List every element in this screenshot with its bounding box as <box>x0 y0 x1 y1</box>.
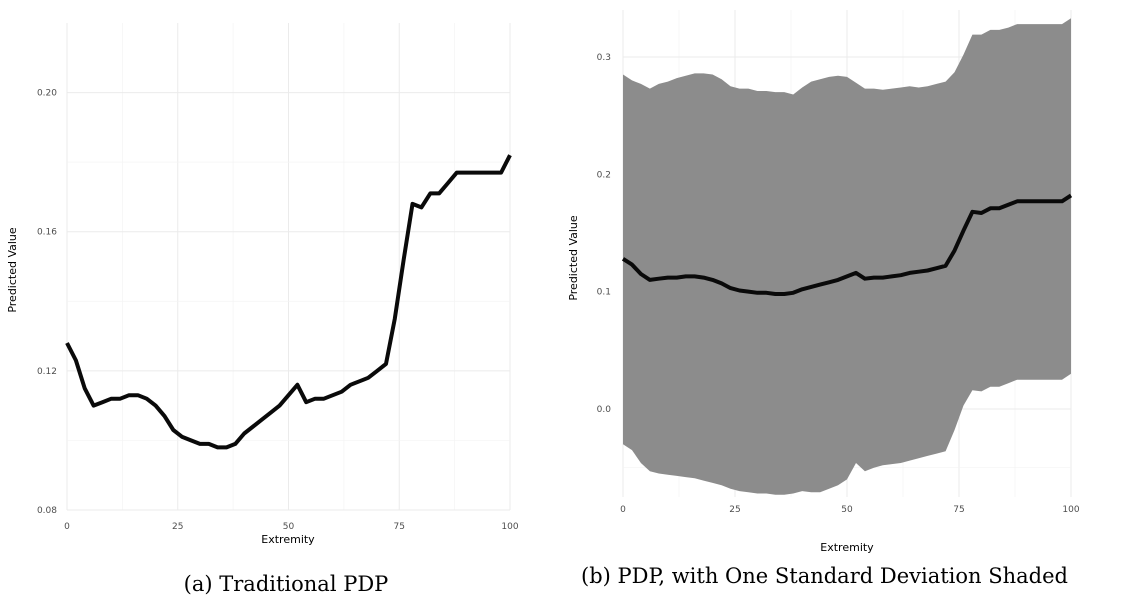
panel-a-caption: (a) Traditional PDP <box>184 572 389 596</box>
panel-b-caption: (b) PDP, with One Standard Deviation Sha… <box>581 563 1123 590</box>
x-tick-label: 75 <box>953 505 964 515</box>
x-tick-label: 25 <box>729 505 740 515</box>
y-tick-label: 0.0 <box>597 405 612 415</box>
x-tick-label: 25 <box>172 522 183 532</box>
panel-a-gridlines <box>66 23 511 511</box>
panel-a-y-axis-title: Predicted Value <box>6 227 19 313</box>
panel-b-x-tick-labels: 0 25 50 75 100 <box>620 505 1080 515</box>
x-tick-label: 50 <box>841 505 853 515</box>
x-tick-label: 0 <box>64 522 70 532</box>
x-tick-label: 50 <box>283 522 295 532</box>
panel-a-marks <box>65 154 512 450</box>
pdp-line <box>65 154 512 450</box>
y-tick-label: 0.16 <box>37 228 57 238</box>
y-tick-label: 0.20 <box>37 89 57 99</box>
x-tick-label: 100 <box>1062 505 1079 515</box>
std-dev-band <box>623 18 1071 495</box>
y-tick-label: 0.08 <box>37 506 57 516</box>
panel-a-x-axis-title: Extremity <box>261 533 315 546</box>
y-tick-label: 0.2 <box>597 170 611 180</box>
pdp-line <box>621 193 1073 296</box>
panel-a-x-tick-labels: 0 25 50 75 100 <box>64 522 519 532</box>
panel-b-y-axis-title: Predicted Value <box>567 215 580 301</box>
panel-b-marks <box>621 18 1073 495</box>
panel-b-y-tick-labels: 0.0 0.1 0.2 0.3 <box>597 53 612 415</box>
x-tick-label: 0 <box>620 505 626 515</box>
panel-b-x-axis-title: Extremity <box>820 541 874 554</box>
panel-b-caption-text: (b) PDP, with One Standard Deviation Sha… <box>581 564 1068 588</box>
x-tick-label: 75 <box>394 522 405 532</box>
y-tick-label: 0.3 <box>597 53 611 63</box>
y-tick-label: 0.12 <box>37 367 57 377</box>
x-tick-label: 100 <box>501 522 518 532</box>
y-tick-label: 0.1 <box>597 288 611 298</box>
panel-b: 0.0 0.1 0.2 0.3 0 25 50 75 100 Extremity Predic… <box>567 10 1080 554</box>
panel-a-y-tick-labels: 0.08 0.12 0.16 0.20 <box>37 89 57 516</box>
panel-a: 0.08 0.12 0.16 0.20 0 25 50 75 100 Extremity Pr… <box>6 23 519 596</box>
